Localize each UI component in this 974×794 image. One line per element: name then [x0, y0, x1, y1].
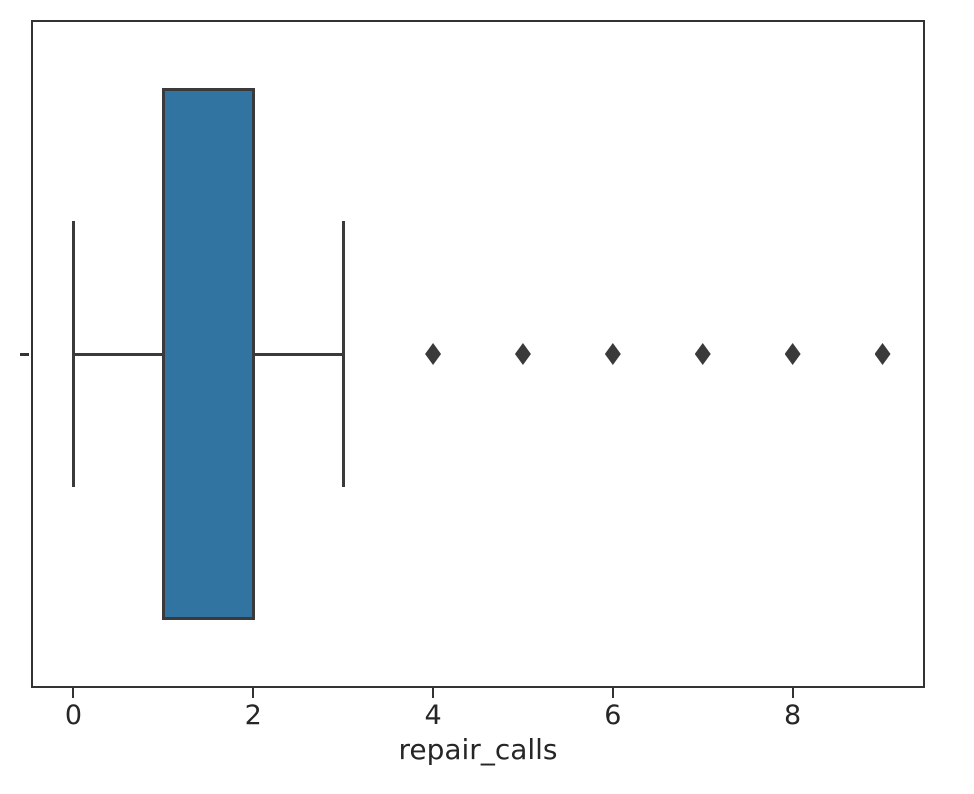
whisker-line-low	[73, 352, 164, 356]
median-line	[161, 88, 165, 620]
x-tick-label: 8	[784, 700, 802, 731]
x-tick-label: 6	[604, 700, 622, 731]
outlier-diamond	[784, 343, 801, 365]
x-tick-mark	[791, 688, 794, 698]
x-tick-label: 4	[424, 700, 442, 731]
plot-area: 0 2 4 6 8	[20, 20, 925, 731]
whisker-cap-low	[71, 221, 75, 487]
outlier-diamond	[425, 343, 442, 365]
outlier-diamond	[874, 343, 891, 365]
outlier-diamond	[604, 343, 621, 365]
x-tick-mark	[72, 688, 75, 698]
boxplot-box	[161, 88, 255, 620]
x-tick-mark	[611, 688, 614, 698]
x-tick-mark	[252, 688, 255, 698]
x-tick-mark	[432, 688, 435, 698]
y-tick-mark	[20, 352, 29, 356]
x-tick-label: 0	[64, 700, 83, 731]
x-axis-label: repair_calls	[398, 733, 558, 766]
outlier-diamond	[514, 343, 531, 365]
whisker-line-high	[253, 352, 344, 356]
whisker-cap-high	[341, 221, 345, 487]
x-tick-label: 2	[244, 700, 262, 731]
outlier-diamond	[694, 343, 711, 365]
